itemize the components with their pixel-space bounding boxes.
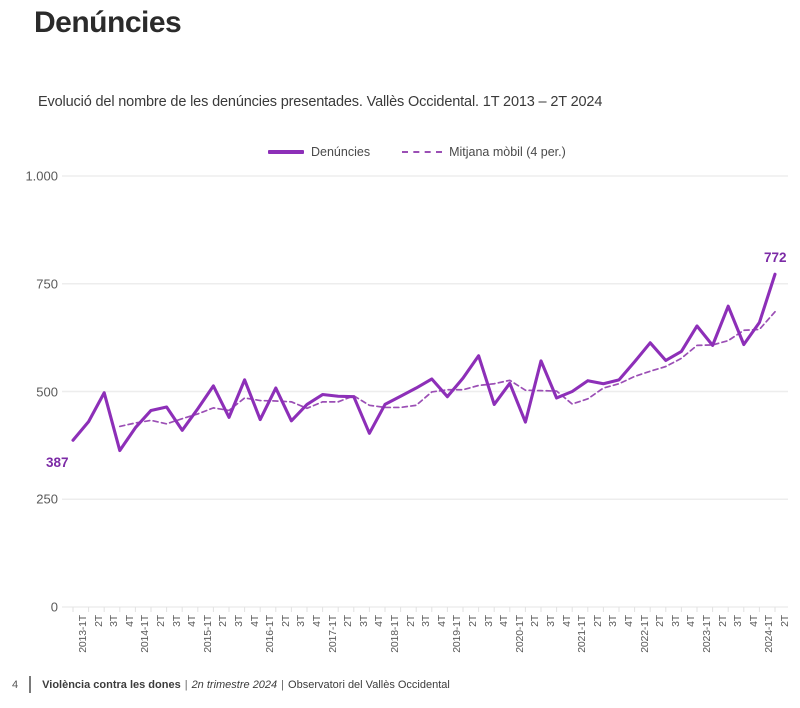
footer-title: Violència contra les dones — [42, 678, 181, 691]
page-footer: 4 Violència contra les dones | 2n trimes… — [0, 676, 800, 693]
legend-label-denuncies: Denúncies — [311, 145, 371, 159]
chart-y-axis: 0 250 500 750 1.000 — [0, 0, 58, 708]
moving-average-line — [118, 310, 776, 428]
dashed-line-swatch-icon — [402, 151, 443, 153]
data-label-first-point: 387 — [46, 455, 69, 470]
denuncies-line — [71, 272, 777, 453]
page-title: Denúncies — [34, 6, 182, 39]
footer-separator-2: | — [281, 678, 285, 691]
y-axis-tick-label: 750 — [36, 276, 58, 292]
chart-subtitle: Evolució del nombre de les denúncies pre… — [38, 94, 603, 110]
footer-separator-1: | — [184, 678, 188, 691]
legend-item-denuncies[interactable]: Denúncies — [268, 145, 370, 159]
y-axis-tick-label: 500 — [36, 384, 58, 399]
chart-legend: Denúncies Mitjana mòbil (4 per.) — [268, 145, 566, 159]
footer-source: Observatori del Vallès Occidental — [288, 678, 450, 691]
footer-period: 2n trimestre 2024 — [191, 678, 278, 691]
y-axis-tick-label: 0 — [50, 599, 58, 615]
chart-gridlines — [62, 175, 788, 608]
y-axis-tick-label: 1.000 — [25, 168, 58, 184]
footer-page-number: 4 — [12, 678, 19, 691]
chart-x-ticks — [72, 607, 776, 612]
y-axis-tick-label: 250 — [36, 491, 58, 507]
data-label-last-point: 772 — [764, 250, 787, 265]
footer-divider — [29, 676, 32, 693]
legend-label-mitjana-mobil: Mitjana mòbil (4 per.) — [449, 145, 566, 159]
legend-item-mitjana-mobil[interactable]: Mitjana mòbil (4 per.) — [402, 145, 566, 159]
solid-line-swatch-icon — [268, 150, 304, 154]
